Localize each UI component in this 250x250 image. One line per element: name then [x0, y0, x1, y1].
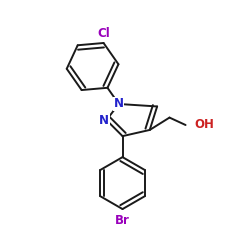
Text: N: N: [114, 98, 124, 110]
Text: N: N: [99, 114, 109, 126]
Text: Cl: Cl: [97, 27, 110, 40]
Text: Br: Br: [115, 214, 130, 226]
Text: OH: OH: [194, 118, 214, 132]
